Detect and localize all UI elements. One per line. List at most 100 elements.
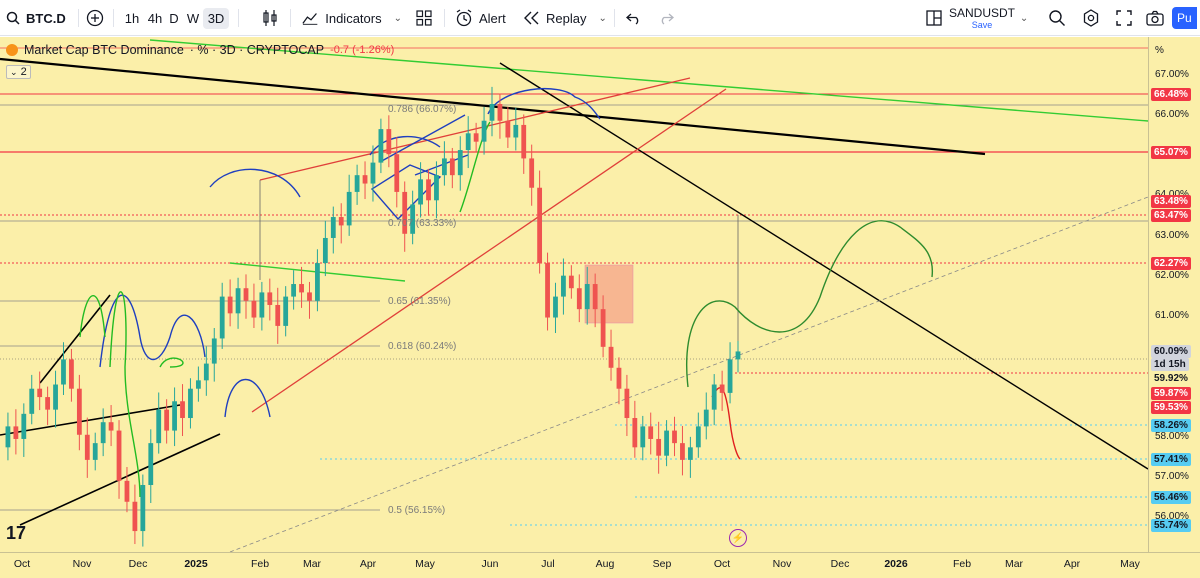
candle-up: [219, 296, 225, 339]
candle-down: [338, 217, 344, 226]
fullscreen-button[interactable]: [1113, 0, 1135, 36]
bar-countdown-label: 1d 15h: [1151, 358, 1189, 371]
time-tick: Feb: [952, 558, 972, 570]
plus-circle-icon: [86, 9, 104, 27]
lightning-icon[interactable]: ⚡: [729, 529, 747, 547]
candle-down: [592, 284, 598, 310]
alert-icon: [456, 9, 472, 27]
symbol-search[interactable]: BTC.D: [6, 0, 76, 36]
camera-icon: [1146, 10, 1164, 26]
candle-up: [211, 338, 217, 364]
candle-down: [568, 275, 574, 289]
save-link[interactable]: Save: [971, 20, 993, 30]
candle-down: [251, 300, 257, 318]
replay-icon: [524, 11, 539, 25]
candle-down: [84, 434, 90, 460]
fullscreen-icon: [1116, 10, 1132, 26]
indicators-icon: [302, 13, 318, 25]
candle-down: [13, 426, 19, 439]
candle-up: [100, 422, 106, 444]
candle-up: [553, 296, 558, 318]
candle-down: [426, 179, 431, 201]
undo-button[interactable]: [624, 0, 644, 36]
candle-up: [53, 384, 58, 410]
interval-4h[interactable]: 4h: [147, 10, 163, 26]
candle-up: [378, 129, 384, 163]
time-tick: Nov: [72, 558, 92, 570]
candle-down: [680, 443, 685, 460]
chevron-down-icon[interactable]: ⌄: [1019, 12, 1029, 24]
candle-down: [497, 103, 503, 121]
time-tick: Dec: [830, 558, 850, 570]
interval-3d[interactable]: 3D: [202, 7, 230, 29]
time-tick: Mar: [1004, 558, 1024, 570]
candle-up: [441, 158, 447, 176]
chevron-down-icon: ⌄: [393, 12, 402, 24]
interval-w[interactable]: W: [186, 10, 200, 26]
candle-up: [92, 443, 98, 460]
fib-label: 0.65 (61.35%): [388, 296, 451, 307]
redo-button[interactable]: [656, 0, 676, 36]
chart-type-button[interactable]: [260, 0, 280, 36]
candle-up: [561, 275, 566, 297]
layout-button[interactable]: [924, 0, 944, 36]
quick-search-button[interactable]: [1046, 0, 1068, 36]
time-scale[interactable]: Oct Nov Dec 2025 Feb Mar Apr May Jun Jul Aug Sep Oct…: [0, 552, 1200, 578]
price-label-red: 66.48%: [1151, 88, 1191, 101]
current-price-label: 60.09%: [1151, 345, 1191, 358]
candle-up: [711, 384, 717, 410]
collapse-legend-button[interactable]: ⌄ 2: [6, 65, 31, 79]
time-tick: Apr: [359, 558, 377, 570]
bitcoin-icon: [6, 44, 18, 56]
candle-up: [687, 447, 693, 460]
candle-up: [465, 133, 471, 151]
candle-down: [608, 346, 614, 368]
time-tick: Oct: [13, 558, 31, 570]
candle-down: [402, 191, 408, 234]
candle-up: [584, 284, 590, 310]
time-tick: Feb: [250, 558, 270, 570]
tradingview-logo[interactable]: 17: [6, 523, 27, 543]
redo-icon: [661, 13, 674, 25]
price-scale[interactable]: % 67.00% 66.00% 64.00% 63.00% 62.00% 61.…: [1148, 37, 1200, 552]
legend-title: Market Cap BTC Dominance: [24, 43, 184, 57]
alert-button[interactable]: Alert: [455, 0, 515, 36]
candle-down: [275, 304, 281, 326]
divider: [238, 9, 239, 27]
candle-down: [164, 409, 170, 431]
chart-legend[interactable]: Market Cap BTC Dominance · % · 3D · CRYP…: [6, 43, 394, 57]
layout-name-box[interactable]: SANDUSDT Save: [949, 0, 1016, 36]
layout-name: SANDUSDT: [949, 6, 1016, 20]
divider: [113, 9, 114, 27]
search-icon: [6, 11, 20, 25]
interval-d[interactable]: D: [169, 10, 179, 26]
fib-label: 0.5 (56.15%): [388, 505, 445, 516]
snapshot-button[interactable]: [1144, 0, 1166, 36]
replay-button[interactable]: Replay ⌄: [523, 0, 611, 36]
candle-up: [29, 388, 35, 414]
candle-up: [140, 485, 146, 532]
indicators-button[interactable]: Indicators ⌄: [302, 0, 402, 36]
price-label-red: 62.27%: [1151, 257, 1191, 270]
chevron-down-icon: ⌄: [10, 67, 18, 77]
publish-button[interactable]: Pu: [1172, 7, 1197, 29]
templates-button[interactable]: [414, 0, 434, 36]
candle-down: [307, 292, 312, 301]
fib-label: 0.618 (60.24%): [388, 341, 456, 352]
candle-down: [116, 430, 122, 481]
candle-up: [61, 359, 66, 385]
candle-down: [76, 388, 82, 435]
chart-pane[interactable]: 0.786 (66.07%) 0.707 (63.33%) 0.65 (61.3…: [0, 37, 1148, 552]
candle-up: [695, 426, 701, 448]
time-tick: 2025: [184, 558, 208, 570]
interval-1h[interactable]: 1h: [124, 10, 140, 26]
price-label-red: 63.47%: [1151, 209, 1191, 222]
compare-button[interactable]: [84, 0, 106, 36]
settings-button[interactable]: [1080, 0, 1102, 36]
candle-up: [156, 409, 162, 444]
candle-down: [243, 288, 249, 301]
candle-up: [410, 204, 416, 234]
candle-down: [69, 359, 74, 389]
candlestick-series: [5, 86, 741, 547]
candle-down: [362, 175, 368, 184]
